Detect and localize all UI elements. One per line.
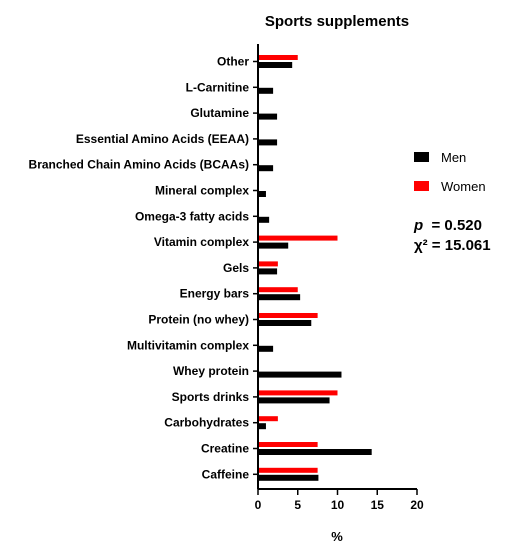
category-label: Carbohydrates bbox=[164, 416, 249, 430]
category-label: Other bbox=[217, 55, 249, 69]
bar-men bbox=[258, 139, 278, 146]
category-label: Branched Chain Amino Acids (BCAAs) bbox=[29, 158, 249, 172]
legend-label: Men bbox=[441, 150, 466, 165]
category-label: Gels bbox=[223, 261, 249, 275]
category-label: Mineral complex bbox=[155, 184, 249, 198]
chi-square-text: χ² = 15.061 bbox=[414, 237, 491, 254]
x-tick-label: 5 bbox=[294, 498, 301, 512]
bar-men bbox=[258, 474, 319, 481]
category-label: Energy bars bbox=[180, 287, 250, 301]
bar-women bbox=[258, 416, 278, 422]
bar-men bbox=[258, 165, 274, 172]
axes bbox=[253, 44, 417, 490]
category-labels: Other L-Carnitine Glutamine Essential Amino… bbox=[29, 55, 250, 482]
bar-men bbox=[258, 113, 278, 120]
category-label: Protein (no whey) bbox=[148, 313, 249, 327]
category-label: Sports drinks bbox=[172, 390, 250, 404]
x-tick-label: 10 bbox=[331, 498, 345, 512]
stats-annotation: p = 0.520 χ² = 15.061 bbox=[413, 217, 491, 254]
bar-men bbox=[258, 345, 274, 352]
bar-men bbox=[258, 371, 342, 378]
bar-men bbox=[258, 449, 372, 455]
bar-women bbox=[258, 313, 318, 318]
bar-men bbox=[258, 191, 266, 197]
bar-men bbox=[258, 423, 266, 430]
chart-title: Sports supplements bbox=[265, 13, 409, 30]
legend-label: Women bbox=[441, 179, 486, 194]
p-value-text: p = 0.520 bbox=[413, 217, 482, 234]
bar-men bbox=[258, 397, 330, 404]
bar-men bbox=[258, 294, 301, 301]
category-label: Essential Amino Acids (EEAA) bbox=[76, 132, 249, 146]
bar-men bbox=[258, 62, 293, 68]
category-label: Whey protein bbox=[173, 364, 249, 378]
bars bbox=[258, 55, 372, 481]
category-label: Glutamine bbox=[190, 106, 249, 120]
x-axis-label: % bbox=[331, 529, 343, 544]
x-tick-label: 0 bbox=[255, 498, 262, 512]
legend: Men Women bbox=[414, 150, 486, 194]
bar-women bbox=[258, 442, 318, 447]
bar-men bbox=[258, 216, 270, 223]
category-label: L-Carnitine bbox=[186, 80, 250, 94]
category-label: Caffeine bbox=[202, 467, 250, 481]
bar-men bbox=[258, 320, 312, 326]
category-label: Creatine bbox=[201, 442, 249, 456]
bar-women bbox=[258, 390, 338, 396]
legend-swatch bbox=[414, 152, 429, 162]
bar-women bbox=[258, 287, 298, 293]
legend-swatch bbox=[414, 181, 429, 191]
category-label: Vitamin complex bbox=[154, 235, 249, 249]
bar-women bbox=[258, 261, 278, 267]
x-ticks: 0 5 10 15 20 bbox=[255, 489, 424, 512]
bar-women bbox=[258, 235, 338, 241]
category-label: Omega-3 fatty acids bbox=[135, 209, 249, 223]
x-tick-label: 15 bbox=[371, 498, 385, 512]
bar-men bbox=[258, 242, 289, 249]
x-tick-label: 20 bbox=[410, 498, 424, 512]
bar-men bbox=[258, 268, 278, 275]
bar-women bbox=[258, 55, 298, 60]
category-label: Multivitamin complex bbox=[127, 338, 249, 352]
bar-women bbox=[258, 467, 318, 473]
bar-men bbox=[258, 87, 274, 94]
